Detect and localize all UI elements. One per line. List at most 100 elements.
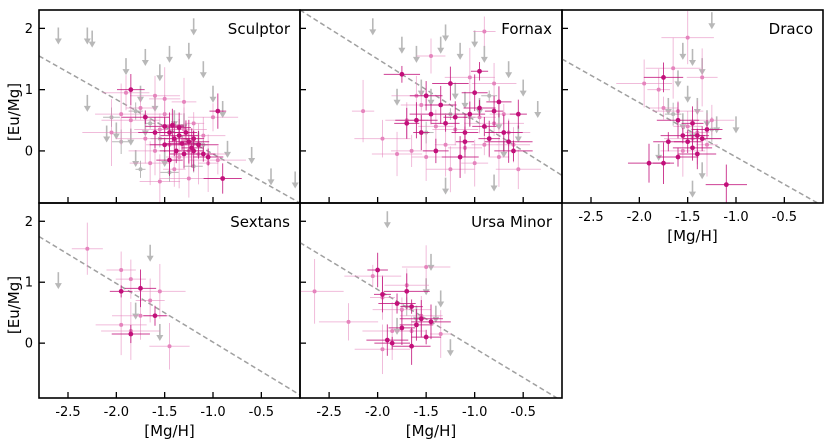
dark-point [111, 324, 150, 344]
dark-point [209, 93, 227, 129]
y-tick-label: 0 [25, 144, 33, 159]
dark-point [138, 116, 172, 149]
x-tick-label: -2.5 [578, 210, 603, 225]
light-point [318, 303, 379, 341]
dark-point [432, 66, 469, 101]
upper-limit-arrow [505, 61, 513, 79]
upper-limit-arrow [679, 42, 687, 60]
dark-point [388, 310, 416, 345]
upper-limit-arrow [461, 91, 469, 109]
y-tick-label: 0 [25, 337, 33, 352]
dark-point [413, 114, 430, 151]
x-tick-label: -0.5 [510, 405, 535, 420]
dark-point [678, 138, 717, 170]
light-point [300, 259, 344, 324]
dark-point [463, 99, 496, 117]
trend-line [39, 235, 300, 396]
upper-limit-arrow [674, 70, 682, 88]
light-point [71, 222, 103, 275]
x-tick-label: -2.5 [316, 405, 341, 420]
upper-limit-arrow [248, 146, 256, 164]
light-point [139, 154, 181, 203]
dark-point [423, 138, 449, 164]
y-tick-label: 2 [25, 215, 33, 230]
dark-point [657, 147, 699, 167]
panel-frame [561, 9, 824, 204]
upper-limit-arrow [490, 174, 498, 192]
light-point [351, 79, 375, 143]
panel-sculptor: Sculptor 0 1 2 [25, 9, 301, 204]
upper-limit-arrow [732, 116, 740, 134]
plot-area [39, 222, 300, 396]
upper-limit-arrow [398, 36, 406, 54]
upper-limit-arrow [451, 82, 459, 100]
plot-area [562, 10, 820, 203]
dark-point [366, 324, 409, 356]
light-point [444, 47, 495, 107]
dark-point [191, 146, 216, 162]
dark-point [411, 329, 442, 345]
upper-limit-arrow [684, 85, 692, 103]
upper-limit-arrow [393, 317, 401, 335]
dark-point [685, 128, 710, 143]
grey-point [145, 117, 155, 129]
dark-point [411, 304, 451, 340]
x-tick-label: -1.5 [413, 405, 438, 420]
dark-point [424, 85, 457, 125]
upper-limit-arrow [209, 85, 217, 103]
light-point [471, 134, 498, 156]
light-point [371, 131, 423, 177]
dark-point [399, 309, 434, 341]
upper-limit-arrow [132, 302, 140, 320]
panel-ursa-minor: Ursa Minor -2.5 -2.0 -1.5 -1.0 -0.5 [Mg/H] [299, 202, 563, 440]
upper-limit-arrow [190, 18, 198, 36]
dark-point [383, 273, 430, 310]
dark-point [484, 120, 533, 163]
dark-point [374, 276, 391, 313]
light-point [418, 109, 454, 144]
plot-area [300, 10, 562, 195]
upper-limit-arrow [713, 116, 721, 134]
dark-point [160, 108, 184, 142]
upper-limit-arrow [166, 45, 173, 63]
x-tick-label: -2.0 [104, 405, 129, 420]
upper-limit-arrow [54, 272, 62, 290]
light-point [187, 103, 239, 132]
upper-limit-arrow [83, 27, 91, 45]
x-tick-label: -2.0 [627, 210, 652, 225]
upper-limit-arrow [698, 162, 706, 180]
light-point [189, 145, 246, 175]
grey-point [481, 90, 498, 102]
upper-limit-arrow [412, 45, 420, 63]
light-point [461, 139, 489, 187]
dark-point [409, 81, 443, 111]
upper-limit-arrow [383, 211, 391, 229]
upper-limit-arrow [442, 177, 450, 195]
light-point [488, 127, 510, 187]
dark-point [509, 99, 527, 129]
upper-limit-arrow [122, 58, 130, 76]
light-point [354, 324, 411, 375]
upper-limit-arrow [141, 48, 149, 66]
light-point [411, 133, 441, 181]
upper-limit-arrow [185, 42, 193, 60]
upper-limit-arrow [224, 140, 231, 158]
light-point [661, 10, 714, 65]
light-point [430, 310, 452, 358]
x-tick-label: -0.5 [772, 210, 797, 225]
light-point [645, 37, 701, 99]
panels: Sculptor 0 1 2 Fornax Draco -2.5 -2.0 -1.5 -1.0 -0… [25, 9, 824, 440]
upper-limit-arrow [83, 94, 91, 112]
panel-draco: Draco -2.5 -2.0 -1.5 -1.0 -0.5 [Mg/H] [561, 9, 824, 245]
dark-point [461, 74, 488, 112]
panel-label: Sculptor [228, 20, 291, 38]
y-axis-label-top: [Eu/Mg] [5, 83, 23, 141]
plot-area [39, 18, 300, 203]
light-point [101, 105, 161, 136]
dark-point [156, 144, 183, 176]
upper-limit-arrow [88, 30, 96, 48]
upper-limit-arrow [446, 339, 454, 357]
dark-point [455, 126, 475, 157]
upper-limit-arrow [427, 253, 435, 271]
